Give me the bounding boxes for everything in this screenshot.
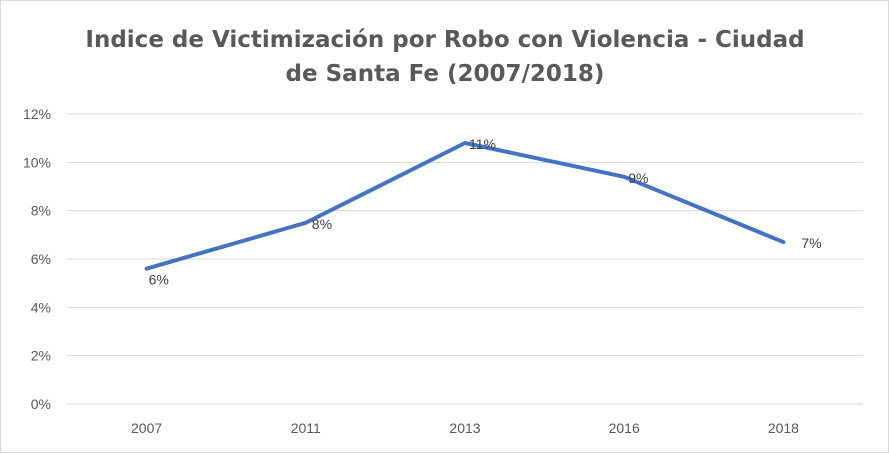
data-point	[623, 176, 625, 178]
y-tick-label: 6%	[31, 251, 51, 267]
y-tick-label: 8%	[31, 203, 51, 219]
data-labels: 6% 8% 11% 9% 7%	[149, 136, 822, 288]
y-axis-ticks: 0% 2% 4% 6% 8% 10% 12%	[23, 106, 51, 412]
gridlines	[67, 113, 863, 405]
data-point	[464, 142, 466, 144]
data-point	[146, 268, 148, 270]
x-tick-label: 2016	[609, 420, 640, 436]
data-label: 9%	[628, 170, 648, 186]
data-label: 11%	[469, 136, 496, 152]
data-label: 8%	[312, 216, 332, 232]
x-tick-label: 2018	[768, 420, 799, 436]
x-tick-label: 2013	[449, 420, 480, 436]
data-label: 7%	[801, 235, 821, 251]
data-label: 6%	[149, 272, 169, 288]
y-tick-label: 0%	[31, 396, 51, 412]
y-tick-label: 4%	[31, 299, 51, 315]
series-group	[144, 141, 786, 271]
chart-title-line-2: de Santa Fe (2007/2018)	[286, 61, 605, 87]
data-point	[305, 222, 307, 224]
x-axis-ticks: 2007 2011 2013 2016 2018	[131, 420, 799, 436]
y-tick-label: 12%	[23, 106, 51, 122]
x-tick-label: 2011	[291, 420, 321, 436]
y-tick-label: 2%	[31, 348, 51, 364]
x-tick-label: 2007	[131, 420, 162, 436]
y-tick-label: 10%	[23, 154, 51, 170]
chart-title-line-1: Indice de Victimización por Robo con Vio…	[85, 27, 804, 53]
data-point	[782, 241, 784, 243]
